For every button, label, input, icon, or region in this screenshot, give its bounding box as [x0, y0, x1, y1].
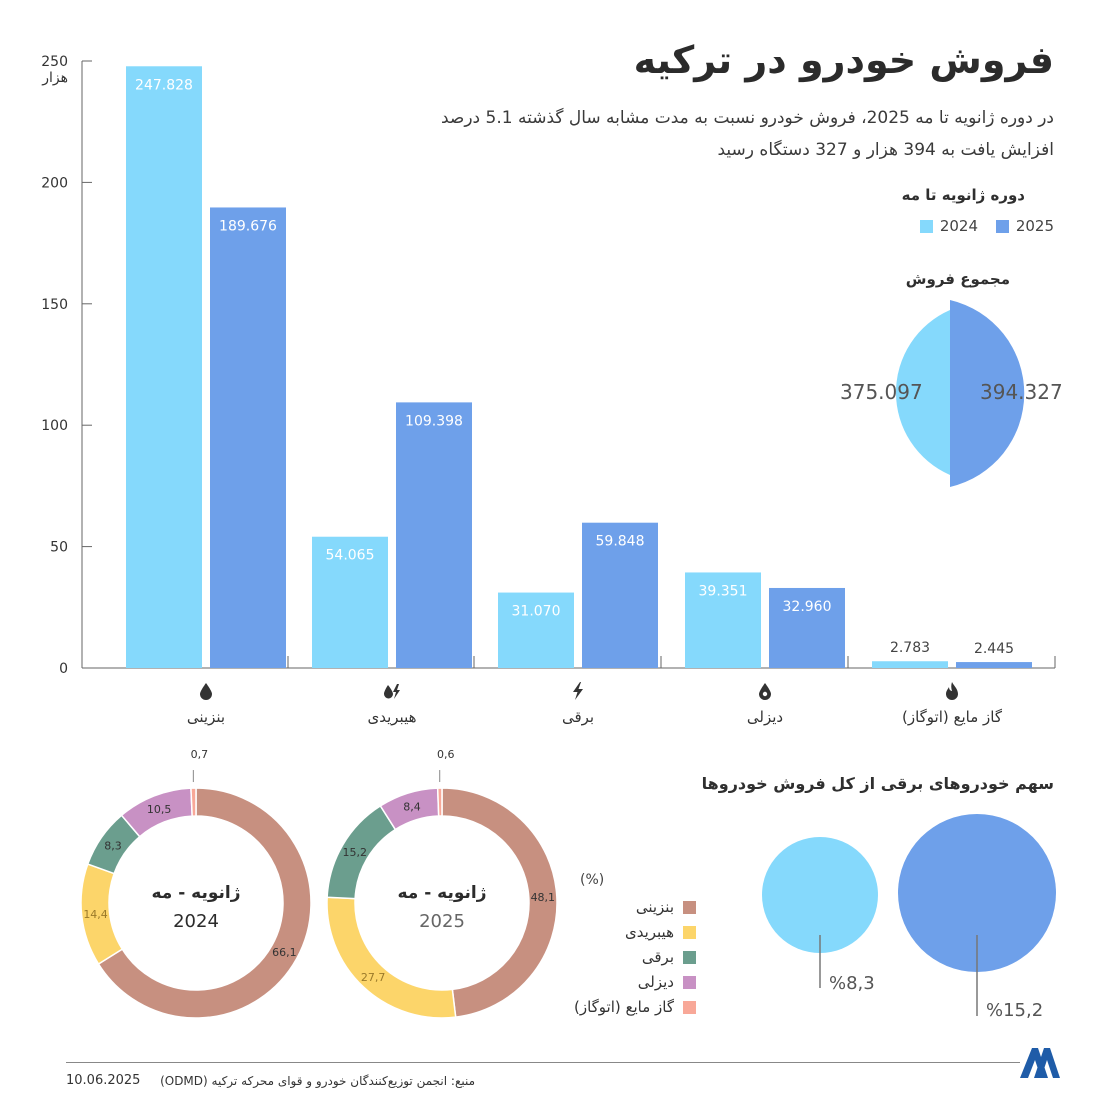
- donut-legend-item: دیزلی: [638, 973, 696, 991]
- donut-legend-label: گاز مایع (اتوگاز): [573, 998, 674, 1016]
- bar-value-label: 59.848: [596, 534, 645, 550]
- ev-bubble-2024: [762, 837, 878, 953]
- bar-2025-1: [396, 402, 472, 668]
- y-axis-unit: هزار: [41, 70, 68, 86]
- donut-legend-swatch: [683, 900, 696, 914]
- bar-2024-0: [126, 66, 202, 668]
- ev-share-title: سهم خودروهای برقی از کل فروش خودروها: [701, 774, 1054, 793]
- y-tick-label: 250: [41, 54, 68, 70]
- legend-swatch-2025: [995, 219, 1009, 233]
- bar-2025-3: [769, 587, 845, 668]
- y-tick-label: 50: [50, 540, 68, 556]
- diesel-drop-icon: [755, 681, 775, 701]
- bar-value-label: 54.065: [326, 548, 375, 564]
- donut-slice-2025-0: [441, 787, 558, 1019]
- percent-unit-label: (%): [580, 872, 605, 888]
- bar-2025-0: [210, 207, 286, 668]
- category-label: برقی: [561, 708, 595, 726]
- donut-legend-label: برقی: [641, 948, 674, 966]
- category-label: بنزینی: [186, 708, 226, 726]
- bar-2024-3: [685, 572, 761, 668]
- donut-value-label: 48,1: [531, 891, 556, 904]
- donut-value-label: 66,1: [272, 946, 297, 959]
- legend-label-2025: 2025: [1015, 217, 1054, 235]
- donut-center-year: 2024: [173, 911, 219, 932]
- donut-value-label: 8,3: [104, 839, 122, 852]
- donut-legend-item: برقی: [642, 948, 696, 966]
- bar-value-label: 109.398: [405, 413, 463, 429]
- donut-center-year: 2025: [419, 911, 465, 932]
- bar-value-label: 247.828: [135, 77, 193, 93]
- bar-2024-1: [312, 536, 388, 668]
- total-slice-2025: [950, 300, 1025, 487]
- bar-value-label: 31.070: [512, 604, 561, 620]
- aa-logo-icon: [1020, 1048, 1060, 1078]
- donut-legend-item: گاز مایع (اتوگاز): [574, 998, 696, 1016]
- subtitle-line-1: در دوره ژانویه تا مه 2025، فروش خودرو نس…: [440, 108, 1054, 128]
- legend-title: دوره ژانویه تا مه: [901, 186, 1025, 204]
- ev-share-2025: %15,2: [986, 1000, 1044, 1021]
- bar-2025-2: [582, 522, 658, 668]
- bar-value-label: 189.676: [219, 218, 277, 234]
- donut-legend-swatch: [683, 975, 696, 989]
- bar-2025-4: [956, 662, 1032, 668]
- source-note: منبع: انجمن توزیع‌کنندگان خودرو و قوای م…: [160, 1074, 475, 1088]
- category-label: هیبریدی: [367, 708, 417, 726]
- ev-share-bubbles: [762, 814, 1056, 1016]
- bar-value-label: 32.960: [783, 599, 832, 615]
- publish-date: 10.06.2025: [66, 1073, 141, 1088]
- y-tick-label: 0: [59, 661, 68, 677]
- subtitle-line-2: افزایش یافت به 394 هزار و 327 دستگاه رسی…: [717, 140, 1055, 160]
- total-sales-pie: [895, 300, 1025, 487]
- donut-value-label: 14,4: [83, 908, 108, 921]
- bar-2024-2: [498, 592, 574, 668]
- donut-value-label: 0,6: [437, 748, 455, 761]
- bar-value-label: 2.783: [890, 640, 930, 656]
- category-label: گاز مایع (اتوگاز): [901, 708, 1003, 726]
- donut-value-label: 10,5: [147, 803, 172, 816]
- lightning-icon: [568, 681, 588, 701]
- donut-slice-2024-4: [190, 787, 197, 817]
- y-tick-label: 150: [41, 297, 68, 313]
- donut-legend-swatch: [683, 925, 696, 939]
- total-value-2024: 375.097: [840, 380, 923, 404]
- donut-value-label: 27,7: [361, 971, 386, 984]
- flame-icon: [942, 681, 962, 701]
- donut-legend-swatch: [683, 950, 696, 964]
- donut-center-title: ژانویه - مه: [151, 883, 240, 903]
- donut-legend-label: بنزینی: [635, 898, 674, 916]
- y-tick-label: 200: [41, 175, 68, 191]
- donut-slice-2024-0: [97, 787, 312, 1019]
- legend-label-2024: 2024: [939, 217, 978, 235]
- legend-item-2025: 2025: [995, 217, 1054, 235]
- total-value-2025: 394.327: [980, 380, 1063, 404]
- drop-icon: [196, 681, 216, 701]
- legend-item-2024: 2024: [919, 217, 978, 235]
- donut-legend-label: هیبریدی: [624, 923, 674, 941]
- ev-bubble-2025: [898, 814, 1056, 972]
- share-donuts: 66,1 14,4 8,3 10,5 0,7 ژانویه - مه 2024 48,1 27,…: [80, 748, 558, 1019]
- donut-slice-2025-4: [436, 787, 443, 817]
- page-title: فروش خودرو در ترکیه: [633, 38, 1054, 82]
- hybrid-icon: [382, 681, 402, 701]
- donut-center-title: ژانویه - مه: [397, 883, 486, 903]
- donut-legend-item: هیبریدی: [625, 923, 696, 941]
- donut-legend-label: دیزلی: [637, 973, 674, 991]
- donut-legend-swatch: [683, 1000, 696, 1014]
- y-tick-label: 100: [41, 418, 68, 434]
- total-slice-2024: [895, 310, 950, 475]
- donut-value-label: 0,7: [191, 748, 209, 761]
- category-label: دیزلی: [746, 708, 784, 726]
- bar-value-label: 2.445: [974, 641, 1014, 657]
- legend-swatch-2024: [919, 219, 933, 233]
- ev-share-2024: %8,3: [829, 973, 875, 994]
- bar-2024-4: [872, 661, 948, 668]
- donut-value-label: 15,2: [342, 846, 367, 859]
- total-sales-label: مجموع فروش: [905, 270, 1010, 288]
- bar-value-label: 39.351: [699, 583, 748, 599]
- donut-legend-item: بنزینی: [636, 898, 696, 916]
- donut-value-label: 8,4: [403, 801, 421, 814]
- footer-divider: [66, 1062, 1020, 1063]
